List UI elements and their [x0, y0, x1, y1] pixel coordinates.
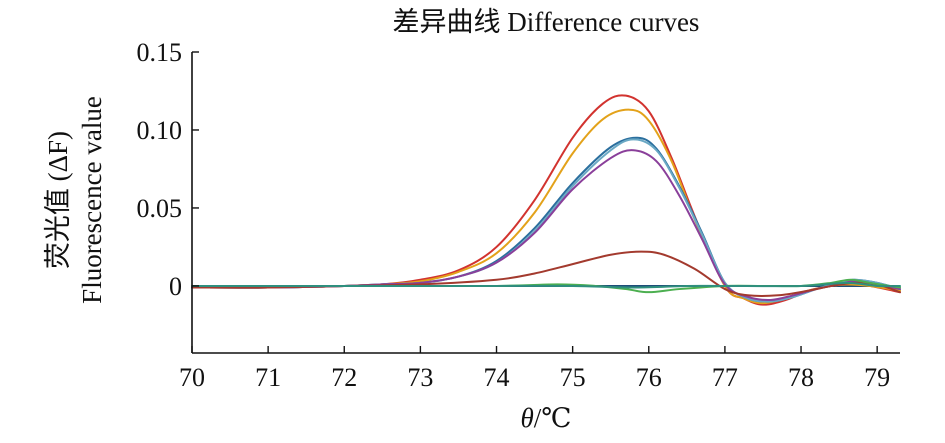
y-ticks: 0 0.05 0.10 0.15 [137, 38, 199, 301]
x-tick-label-9: 79 [864, 363, 890, 392]
y-axis-label-line1: 荧光值 (ΔF) [43, 131, 73, 269]
axes [191, 52, 900, 354]
y-tick-label-3: 0.15 [137, 38, 183, 67]
y-axis-label: 荧光值 (ΔF) Fluorescence value [43, 96, 107, 304]
curve-series-8 [191, 281, 901, 289]
curve-series-6 [191, 250, 901, 297]
y-tick-label-2: 0.10 [137, 116, 183, 145]
x-tick-label-4: 74 [484, 363, 510, 392]
y-axis-label-line2: Fluorescence value [77, 96, 107, 304]
y-tick-label-0: 0 [169, 272, 182, 301]
x-tick-label-0: 70 [179, 363, 205, 392]
x-tick-label-3: 73 [407, 363, 433, 392]
x-tick-label-2: 72 [331, 363, 357, 392]
curve-series-5 [191, 149, 901, 302]
x-tick-label-5: 75 [560, 363, 586, 392]
x-tick-label-6: 76 [636, 363, 662, 392]
curves-group [191, 94, 901, 306]
x-tick-label-1: 71 [255, 363, 281, 392]
x-axis-unit: /℃ [534, 403, 572, 433]
x-axis-label: θ/℃ [521, 403, 572, 433]
curve-series-1 [191, 94, 901, 306]
chart-title: 差异曲线 Difference curves [393, 7, 700, 37]
x-tick-label-8: 78 [788, 363, 814, 392]
x-tick-label-7: 77 [712, 363, 738, 392]
y-tick-label-1: 0.05 [137, 194, 183, 223]
curve-series-2 [191, 108, 901, 305]
x-axis-symbol: θ [521, 403, 534, 433]
x-ticks: 70 71 72 73 74 75 76 77 78 79 [179, 346, 890, 392]
